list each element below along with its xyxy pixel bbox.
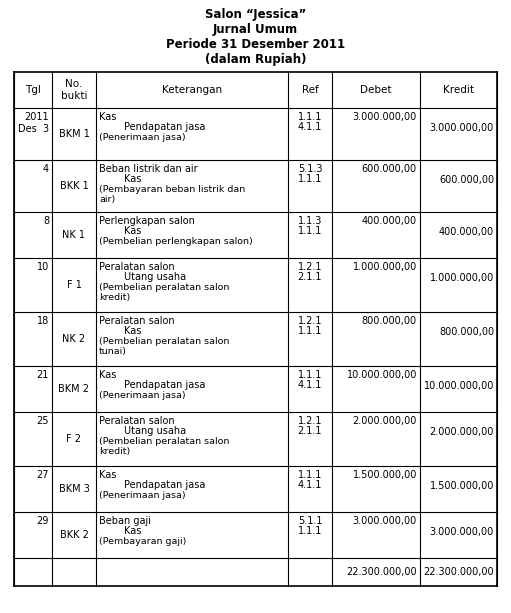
Text: 1.2.1: 1.2.1 xyxy=(298,262,322,272)
Text: Kas: Kas xyxy=(99,527,142,536)
Text: (Pembelian peralatan salon
kredit): (Pembelian peralatan salon kredit) xyxy=(99,283,229,302)
Text: 22.300.000,00: 22.300.000,00 xyxy=(424,567,494,577)
Text: 1.000.000,00: 1.000.000,00 xyxy=(353,262,417,272)
Text: 4.1.1: 4.1.1 xyxy=(298,481,322,490)
Text: 1.1.1: 1.1.1 xyxy=(298,226,322,237)
Text: (Pembayaran beban listrik dan
air): (Pembayaran beban listrik dan air) xyxy=(99,185,245,204)
Text: 1.2.1: 1.2.1 xyxy=(298,316,322,326)
Text: Kas: Kas xyxy=(99,370,117,380)
Text: 400.000,00: 400.000,00 xyxy=(362,216,417,226)
Text: 1.500.000,00: 1.500.000,00 xyxy=(353,470,417,480)
Text: (Pembelian peralatan salon
tunai): (Pembelian peralatan salon tunai) xyxy=(99,337,229,356)
Text: Kas: Kas xyxy=(99,327,142,337)
Text: 1.1.1: 1.1.1 xyxy=(298,175,322,185)
Text: Periode 31 Desember 2011: Periode 31 Desember 2011 xyxy=(166,38,345,51)
Text: BKK 2: BKK 2 xyxy=(60,530,88,540)
Text: BKM 3: BKM 3 xyxy=(59,484,89,494)
Text: 25: 25 xyxy=(36,416,49,426)
Text: 5.1.1: 5.1.1 xyxy=(298,516,322,526)
Text: 3.000.000,00: 3.000.000,00 xyxy=(353,112,417,122)
Text: 1.000.000,00: 1.000.000,00 xyxy=(430,273,494,283)
Text: Pendapatan jasa: Pendapatan jasa xyxy=(99,123,205,132)
Text: No.
bukti: No. bukti xyxy=(61,79,87,101)
Text: 1.1.1: 1.1.1 xyxy=(298,470,322,480)
Text: Kredit: Kredit xyxy=(443,85,474,95)
Text: 10: 10 xyxy=(37,262,49,272)
Text: 2.1.1: 2.1.1 xyxy=(298,427,322,436)
Text: 1.1.1: 1.1.1 xyxy=(298,370,322,380)
Text: F 1: F 1 xyxy=(66,280,81,290)
Text: 1.2.1: 1.2.1 xyxy=(298,416,322,426)
Text: 1.500.000,00: 1.500.000,00 xyxy=(430,481,494,490)
Text: (Penerimaan jasa): (Penerimaan jasa) xyxy=(99,391,185,400)
Text: 3.000.000,00: 3.000.000,00 xyxy=(353,516,417,526)
Text: Utang usaha: Utang usaha xyxy=(99,427,186,436)
Text: 4.1.1: 4.1.1 xyxy=(298,123,322,132)
Text: 4.1.1: 4.1.1 xyxy=(298,381,322,390)
Text: Pendapatan jasa: Pendapatan jasa xyxy=(99,381,205,390)
Text: Ref: Ref xyxy=(301,85,318,95)
Text: BKM 1: BKM 1 xyxy=(59,129,89,139)
Text: 800.000,00: 800.000,00 xyxy=(439,327,494,337)
Text: 600.000,00: 600.000,00 xyxy=(439,175,494,185)
Text: 22.300.000,00: 22.300.000,00 xyxy=(346,567,417,577)
Text: 1.1.1: 1.1.1 xyxy=(298,327,322,337)
Text: 2.000.000,00: 2.000.000,00 xyxy=(353,416,417,426)
Text: 8: 8 xyxy=(43,216,49,226)
Text: Beban listrik dan air: Beban listrik dan air xyxy=(99,164,198,174)
Text: Peralatan salon: Peralatan salon xyxy=(99,262,175,272)
Text: Jurnal Umum: Jurnal Umum xyxy=(213,23,298,36)
Text: (Penerimaan jasa): (Penerimaan jasa) xyxy=(99,491,185,500)
Text: 1.1.1: 1.1.1 xyxy=(298,112,322,122)
Text: F 2: F 2 xyxy=(66,434,81,444)
Text: Kas: Kas xyxy=(99,112,117,122)
Text: 27: 27 xyxy=(36,470,49,480)
Text: 1.1.1: 1.1.1 xyxy=(298,527,322,536)
Text: Peralatan salon: Peralatan salon xyxy=(99,316,175,326)
Text: 400.000,00: 400.000,00 xyxy=(439,226,494,237)
Text: Kas: Kas xyxy=(99,175,142,185)
Text: 10.000.000,00: 10.000.000,00 xyxy=(424,381,494,390)
Text: BKK 1: BKK 1 xyxy=(60,181,88,191)
Text: 3.000.000,00: 3.000.000,00 xyxy=(430,527,494,536)
Text: 10.000.000,00: 10.000.000,00 xyxy=(346,370,417,380)
Text: 21: 21 xyxy=(37,370,49,380)
Text: 4: 4 xyxy=(43,164,49,174)
Text: 2.000.000,00: 2.000.000,00 xyxy=(430,427,494,436)
Text: (Pembelian perlengkapan salon): (Pembelian perlengkapan salon) xyxy=(99,237,253,246)
Text: Kas: Kas xyxy=(99,470,117,480)
Text: Beban gaji: Beban gaji xyxy=(99,516,151,526)
Text: 2.1.1: 2.1.1 xyxy=(298,273,322,283)
Text: 5.1.3: 5.1.3 xyxy=(298,164,322,174)
Text: (Pembelian peralatan salon
kredit): (Pembelian peralatan salon kredit) xyxy=(99,437,229,457)
Text: (Penerimaan jasa): (Penerimaan jasa) xyxy=(99,133,185,142)
Text: Kas: Kas xyxy=(99,226,142,237)
Text: Perlengkapan salon: Perlengkapan salon xyxy=(99,216,195,226)
Text: 3.000.000,00: 3.000.000,00 xyxy=(430,123,494,132)
Text: 29: 29 xyxy=(37,516,49,526)
Text: Keterangan: Keterangan xyxy=(162,85,222,95)
Text: Salon “Jessica”: Salon “Jessica” xyxy=(205,8,306,21)
Text: BKM 2: BKM 2 xyxy=(58,384,89,394)
Text: (dalam Rupiah): (dalam Rupiah) xyxy=(205,53,306,66)
Text: Tgl: Tgl xyxy=(25,85,41,95)
Text: 600.000,00: 600.000,00 xyxy=(362,164,417,174)
Text: NK 1: NK 1 xyxy=(62,230,85,240)
Text: NK 2: NK 2 xyxy=(62,334,85,344)
Text: 800.000,00: 800.000,00 xyxy=(362,316,417,326)
Text: Debet: Debet xyxy=(360,85,392,95)
Text: Pendapatan jasa: Pendapatan jasa xyxy=(99,481,205,490)
Text: Utang usaha: Utang usaha xyxy=(99,273,186,283)
Text: 2011
Des  3: 2011 Des 3 xyxy=(18,112,49,134)
Text: 18: 18 xyxy=(37,316,49,326)
Text: Peralatan salon: Peralatan salon xyxy=(99,416,175,426)
Text: 1.1.3: 1.1.3 xyxy=(298,216,322,226)
Text: (Pembayaran gaji): (Pembayaran gaji) xyxy=(99,537,187,546)
